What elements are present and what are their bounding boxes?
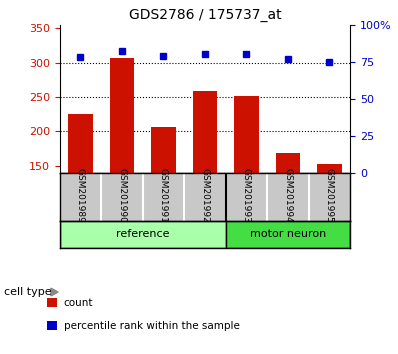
Bar (234, 96, 259, 172)
Text: count: count (64, 298, 93, 308)
Text: GSM201990: GSM201990 (117, 169, 127, 223)
Bar (317, 164, 342, 172)
Polygon shape (51, 288, 58, 296)
Text: GSM201993: GSM201993 (242, 169, 251, 223)
Bar (193, 91, 217, 172)
Title: GDS2786 / 175737_at: GDS2786 / 175737_at (129, 8, 281, 22)
Text: GSM201994: GSM201994 (283, 169, 293, 223)
Bar (275, 153, 300, 172)
Bar (151, 126, 176, 172)
Bar (109, 58, 135, 172)
Text: GSM201989: GSM201989 (76, 169, 85, 223)
Text: reference: reference (116, 229, 170, 239)
Text: GSM201991: GSM201991 (159, 169, 168, 223)
Bar (60, 221, 226, 248)
Text: motor neuron: motor neuron (250, 229, 326, 239)
Bar (68, 114, 93, 172)
Bar (226, 221, 350, 248)
Text: GSM201995: GSM201995 (325, 169, 334, 223)
Text: GSM201992: GSM201992 (201, 169, 209, 223)
Text: cell type: cell type (4, 287, 52, 297)
Text: percentile rank within the sample: percentile rank within the sample (64, 321, 240, 331)
